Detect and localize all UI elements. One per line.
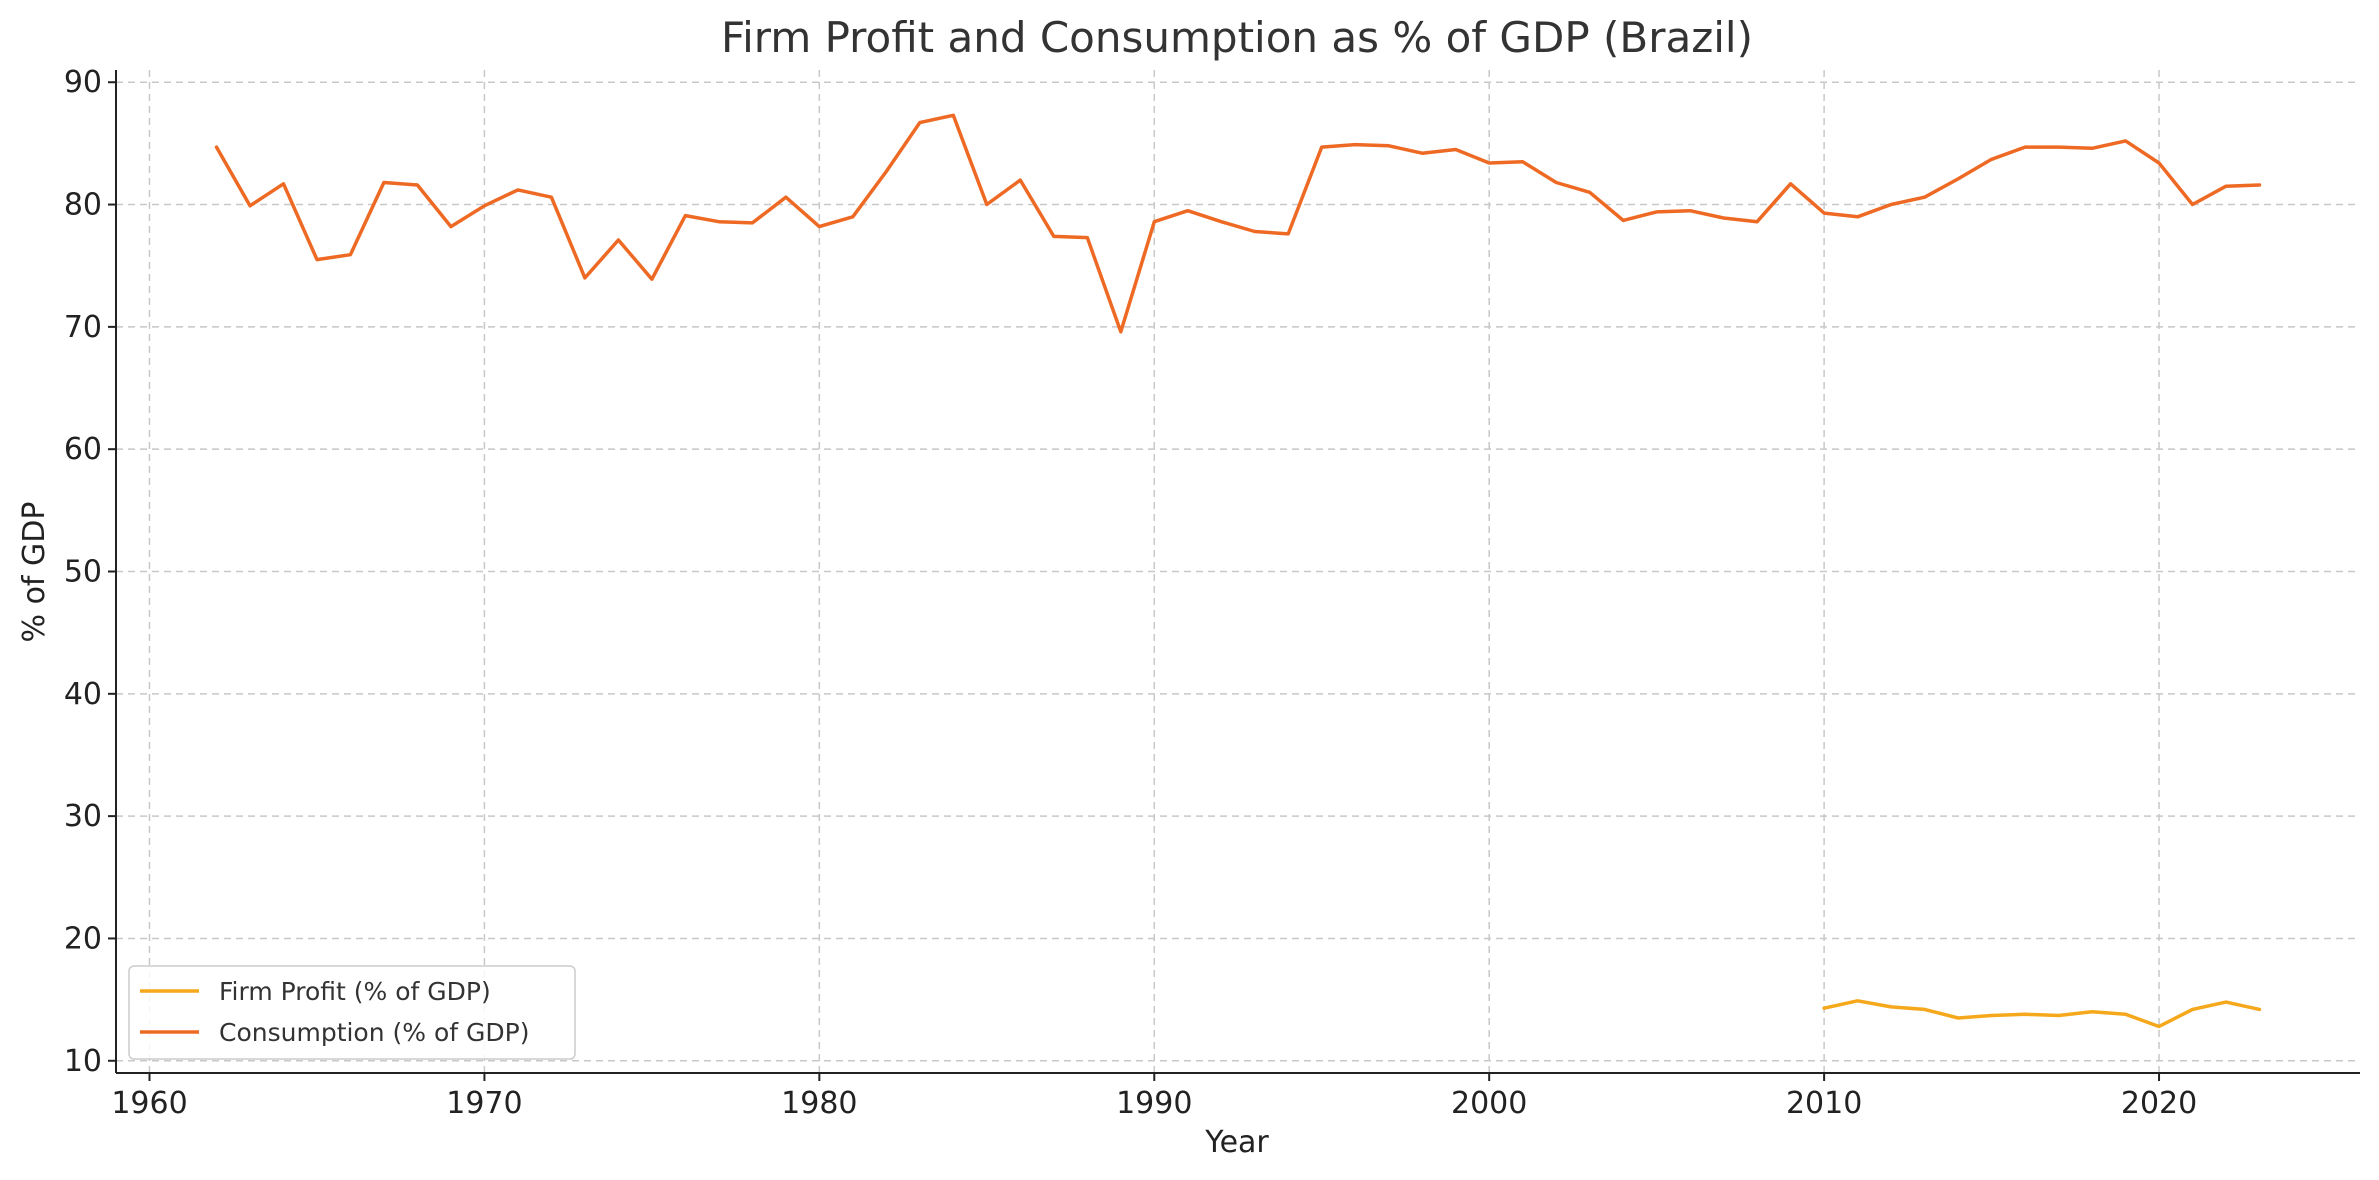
legend: Firm Profit (% of GDP) Consumption (% of… xyxy=(128,965,576,1060)
series-lines xyxy=(214,113,2262,1029)
legend-label-firm-profit: Firm Profit (% of GDP) xyxy=(219,977,491,1006)
series-line-firm-profit xyxy=(1822,999,2262,1029)
legend-label-consumption: Consumption (% of GDP) xyxy=(219,1018,529,1047)
x-tick-label: 1990 xyxy=(1116,1086,1192,1121)
x-tick-label: 1960 xyxy=(111,1086,187,1121)
y-tick-label: 90 xyxy=(64,65,102,100)
x-tick-label: 1970 xyxy=(446,1086,522,1121)
x-tick-label: 2000 xyxy=(1451,1086,1527,1121)
y-tick-label: 60 xyxy=(64,432,102,467)
x-tick-label: 2020 xyxy=(2121,1086,2197,1121)
legend-box xyxy=(128,965,576,1060)
y-tick-label: 80 xyxy=(64,188,102,223)
tick-labels: 1960 1970 1980 1990 2000 2010 2020 10 20 30 40 50 60… xyxy=(64,65,2197,1121)
y-tick-label: 30 xyxy=(64,799,102,834)
y-tick-label: 40 xyxy=(64,677,102,712)
chart-title: Firm Profit and Consumption as % of GDP … xyxy=(721,13,1753,62)
y-tick-label: 10 xyxy=(64,1044,102,1079)
y-tick-label: 50 xyxy=(64,555,102,590)
y-tick-label: 20 xyxy=(64,921,102,956)
x-axis-label: Year xyxy=(1204,1125,1269,1160)
grid-lines xyxy=(116,70,2360,1073)
axes xyxy=(108,70,2360,1081)
y-axis-label: % of GDP xyxy=(17,502,52,643)
x-tick-label: 2010 xyxy=(1786,1086,1862,1121)
x-tick-label: 1980 xyxy=(781,1086,857,1121)
series-line-consumption xyxy=(214,113,2262,334)
y-tick-label: 70 xyxy=(64,310,102,345)
